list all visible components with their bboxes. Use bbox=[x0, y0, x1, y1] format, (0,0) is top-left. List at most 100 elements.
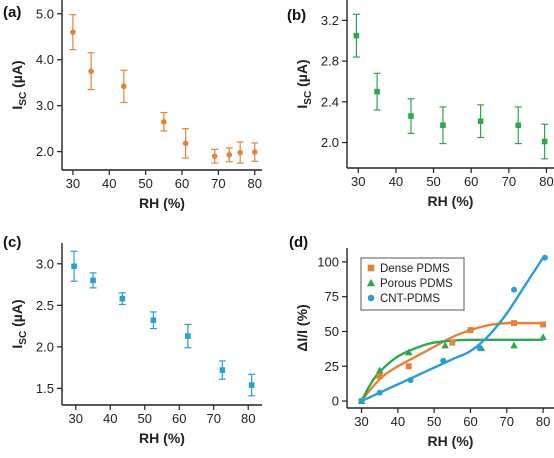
data-point bbox=[374, 88, 380, 95]
x-tick-label: 30 bbox=[351, 174, 365, 189]
data-point bbox=[70, 29, 76, 35]
y-tick-label: 25 bbox=[325, 359, 339, 374]
panel-label-b: (b) bbox=[287, 7, 306, 24]
data-point bbox=[376, 373, 383, 379]
data-point bbox=[353, 32, 360, 39]
x-tick-label: 30 bbox=[69, 411, 83, 426]
data-point bbox=[515, 122, 522, 129]
x-tick-label: 50 bbox=[138, 176, 152, 191]
x-tick-label: 40 bbox=[102, 176, 116, 191]
data-point bbox=[226, 152, 233, 158]
y-axis-label: ISC (µA) bbox=[294, 59, 314, 108]
data-point bbox=[119, 295, 126, 302]
chart-legend: Dense PDMS Porous PDMS CNT-PDMS bbox=[360, 257, 465, 311]
data-point bbox=[88, 68, 94, 75]
x-tick-label: 50 bbox=[426, 174, 440, 189]
data-point bbox=[541, 138, 548, 145]
x-axis-label: RH (%) bbox=[139, 430, 185, 446]
y-tick-label: 3.2 bbox=[321, 13, 339, 28]
y-tick-label: 3.0 bbox=[36, 256, 54, 271]
x-tick-label: 60 bbox=[463, 414, 477, 429]
x-tick-label: 80 bbox=[539, 174, 553, 189]
data-point bbox=[510, 341, 518, 349]
legend-label-porous-pdms: Porous PDMS bbox=[380, 278, 453, 290]
data-point bbox=[511, 286, 518, 293]
data-point bbox=[376, 389, 383, 396]
x-tick-label: 30 bbox=[354, 414, 368, 429]
data-point bbox=[182, 140, 189, 147]
data-point bbox=[251, 149, 258, 155]
x-axis-label: RH (%) bbox=[428, 433, 474, 449]
y-tick-label: 4.0 bbox=[36, 52, 54, 67]
x-tick-label: 30 bbox=[66, 176, 80, 191]
panel-label-a: (a) bbox=[3, 4, 21, 21]
chart-panel-b: 30 40 50 60 70 80 2.0 2.4 2.8 3.2 RH (%) ISC (µA) bbox=[294, 0, 554, 209]
panel-label-c: (c) bbox=[3, 234, 21, 251]
chart-panel-d: 30 40 50 60 70 80 0 25 50 75 100 RH (%) ΔI/I (%) bbox=[294, 248, 554, 449]
y-tick-label: 0 bbox=[332, 394, 339, 409]
y-axis-label: ΔI/I (%) bbox=[294, 304, 310, 351]
x-tick-label: 70 bbox=[500, 414, 514, 429]
data-point bbox=[237, 149, 243, 156]
data-point bbox=[90, 277, 96, 284]
data-point bbox=[440, 122, 446, 129]
data-point bbox=[121, 83, 127, 90]
data-point bbox=[219, 367, 226, 373]
data-point bbox=[476, 345, 483, 352]
data-point bbox=[467, 327, 474, 334]
data-point bbox=[407, 377, 414, 384]
y-tick-label: 2.4 bbox=[321, 94, 339, 109]
x-tick-label: 80 bbox=[247, 176, 261, 191]
x-tick-label: 70 bbox=[206, 411, 220, 426]
chart-panel-c: 30 40 50 60 70 80 1.5 2.0 2.5 3.0 RH (%) ISC (µA) bbox=[9, 243, 262, 446]
x-axis-label: RH (%) bbox=[428, 193, 474, 209]
legend-label-dense-pdms: Dense PDMS bbox=[380, 263, 450, 275]
data-point bbox=[248, 382, 255, 388]
data-point bbox=[375, 366, 384, 374]
data-point bbox=[405, 363, 412, 370]
legend-marker bbox=[367, 264, 375, 272]
data-point bbox=[539, 333, 547, 341]
panel-label-d: (d) bbox=[289, 234, 308, 251]
data-point bbox=[150, 317, 157, 324]
data-point bbox=[540, 321, 547, 328]
legend-marker bbox=[367, 294, 375, 302]
data-point bbox=[440, 357, 447, 364]
data-point bbox=[441, 341, 449, 349]
y-tick-label: 50 bbox=[325, 324, 339, 339]
y-tick-label: 3.0 bbox=[36, 98, 54, 113]
y-tick-label: 5.0 bbox=[36, 6, 54, 21]
x-tick-label: 70 bbox=[211, 176, 225, 191]
data-point bbox=[541, 254, 548, 261]
fit-curve bbox=[361, 257, 545, 403]
data-point bbox=[71, 263, 77, 270]
y-tick-label: 1.5 bbox=[36, 381, 54, 396]
legend-box bbox=[360, 257, 465, 311]
x-tick-label: 60 bbox=[172, 411, 186, 426]
x-tick-label: 60 bbox=[175, 176, 189, 191]
x-tick-label: 50 bbox=[427, 414, 441, 429]
x-tick-label: 40 bbox=[389, 174, 403, 189]
legend-label-cnt-pdms: CNT-PDMS bbox=[380, 293, 440, 305]
data-point bbox=[408, 113, 414, 119]
x-tick-label: 80 bbox=[536, 414, 550, 429]
x-tick-label: 60 bbox=[464, 174, 478, 189]
data-point bbox=[449, 339, 456, 346]
data-point bbox=[211, 153, 218, 160]
y-tick-label: 2.8 bbox=[321, 54, 339, 69]
y-tick-label: 75 bbox=[325, 289, 339, 304]
data-point bbox=[477, 118, 484, 124]
data-point bbox=[161, 118, 167, 125]
y-tick-label: 2.0 bbox=[36, 339, 54, 354]
x-tick-label: 50 bbox=[138, 411, 152, 426]
y-tick-label: 100 bbox=[317, 254, 339, 269]
x-axis-label: RH (%) bbox=[139, 195, 185, 211]
y-axis-label: ISC (µA) bbox=[9, 60, 29, 109]
y-tick-label: 2.5 bbox=[36, 298, 54, 313]
data-point bbox=[511, 320, 518, 327]
x-tick-label: 40 bbox=[391, 414, 405, 429]
chart-panel-a: 30 40 50 60 70 80 2.0 3.0 4.0 5.0 RH (%) ISC (µA) bbox=[9, 0, 262, 211]
data-point bbox=[404, 348, 413, 356]
y-tick-label: 2.0 bbox=[36, 144, 54, 159]
y-axis-label: ISC (µA) bbox=[9, 299, 29, 348]
